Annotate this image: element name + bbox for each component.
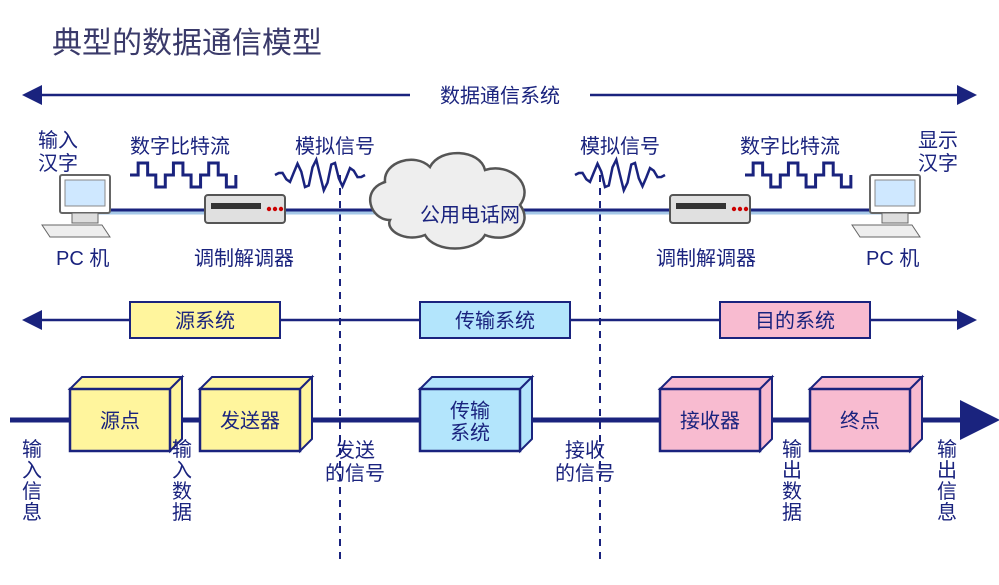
- cloud-icon: [370, 153, 524, 248]
- label-input-chars: 输入汉字: [38, 130, 78, 176]
- label-output-chars: 显示汉字: [918, 130, 958, 176]
- bottom-vlabel-0: 输入信息: [20, 440, 44, 524]
- label-bitstream-left: 数字比特流: [130, 136, 230, 159]
- label-pc-right: PC 机: [866, 248, 919, 271]
- bottom-vlabel-3: 输出信息: [935, 440, 959, 524]
- header-span-label: 数据通信系统: [440, 84, 560, 107]
- svg-text:终点: 终点: [840, 409, 880, 432]
- bottom-2line-label-1: 接收的信号: [555, 440, 615, 486]
- bottom-vlabel-2: 输出数据: [780, 440, 804, 524]
- label-pc-left: PC 机: [56, 248, 109, 271]
- label-analog-right: 模拟信号: [580, 136, 660, 159]
- pc-right-icon: [852, 175, 920, 237]
- digital-bitstream-wave: [130, 163, 236, 187]
- svg-text:系统: 系统: [450, 421, 490, 444]
- cloud-label: 公用电话网: [420, 203, 520, 226]
- analog-signal-wave: [275, 160, 365, 191]
- mid-box-label-2: 目的系统: [755, 309, 835, 332]
- modem-right-icon: [670, 195, 750, 223]
- svg-text:源点: 源点: [100, 409, 140, 432]
- svg-text:发送器: 发送器: [220, 409, 280, 432]
- bottom-2line-label-0: 发送的信号: [325, 440, 385, 486]
- label-bitstream-right: 数字比特流: [740, 136, 840, 159]
- pc-left-icon: [42, 175, 110, 237]
- label-analog-left: 模拟信号: [295, 136, 375, 159]
- modem-left-icon: [205, 195, 285, 223]
- mid-box-label-1: 传输系统: [455, 309, 535, 332]
- svg-text:传输: 传输: [450, 399, 490, 422]
- bottom-vlabel-1: 输入数据: [170, 440, 194, 524]
- analog-signal-wave: [575, 160, 665, 191]
- label-modem-left: 调制解调器: [194, 248, 294, 271]
- label-modem-right: 调制解调器: [656, 248, 756, 271]
- svg-text:接收器: 接收器: [680, 409, 740, 432]
- digital-bitstream-wave: [745, 163, 851, 187]
- page-title: 典型的数据通信模型: [52, 18, 322, 62]
- mid-box-label-0: 源系统: [175, 309, 235, 332]
